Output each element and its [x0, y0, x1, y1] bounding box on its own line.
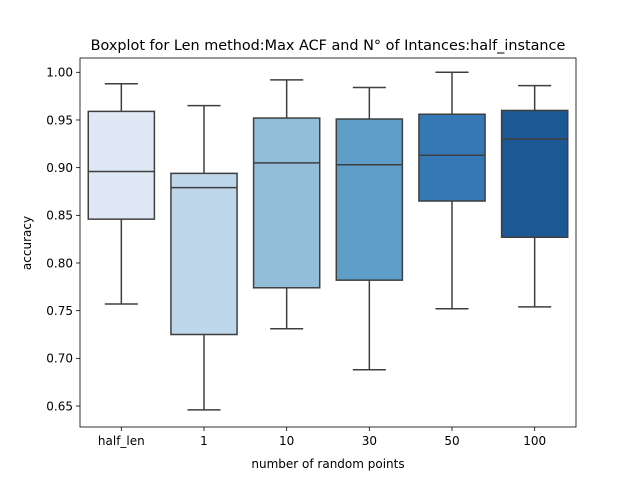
box-30 — [335, 118, 404, 281]
y-tick-label: 0.75 — [46, 304, 73, 318]
y-tick-label: 0.90 — [46, 161, 73, 175]
chart-title: Boxplot for Len method:Max ACF and N° of… — [91, 38, 566, 54]
y-tick-label: 0.85 — [46, 209, 73, 223]
plot-area: 0.65 0.70 0.75 0.80 0.85 0.90 0.95 1.00 half_len… — [46, 57, 577, 448]
y-tick-label: 0.70 — [46, 352, 73, 366]
x-tick-label: 50 — [444, 434, 459, 448]
x-tick-label: half_len — [98, 434, 145, 448]
box-1 — [170, 172, 238, 336]
x-tick-label: 10 — [279, 434, 294, 448]
box-half_len — [87, 110, 156, 220]
y-tick-label: 0.80 — [46, 256, 73, 270]
y-tick-label: 0.65 — [46, 399, 73, 413]
y-axis-label: accuracy — [20, 216, 34, 270]
box-100 — [500, 109, 569, 239]
x-tick-label: 100 — [523, 434, 546, 448]
y-tick-label: 1.00 — [46, 66, 73, 80]
y-tick-label: 0.95 — [46, 113, 73, 127]
box-10 — [252, 117, 321, 289]
x-tick-label: 1 — [200, 434, 208, 448]
x-tick-label: 30 — [362, 434, 377, 448]
box-50 — [418, 113, 486, 202]
x-axis-label: number of random points — [251, 457, 404, 471]
plot-frame — [79, 57, 577, 428]
